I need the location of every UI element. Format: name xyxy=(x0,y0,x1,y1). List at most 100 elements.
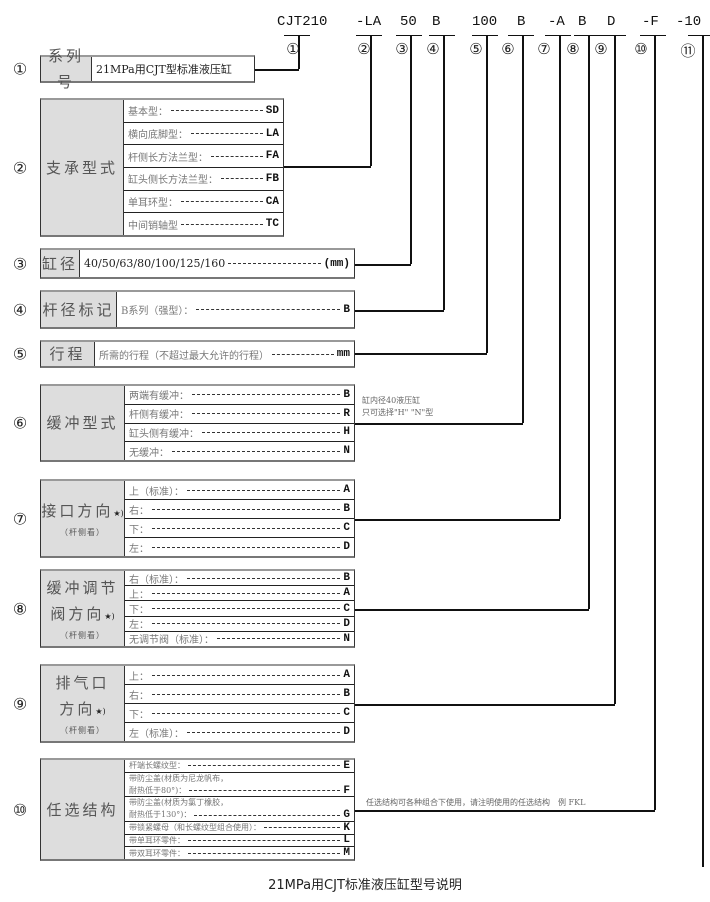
option-label: 上（标准）： xyxy=(129,486,184,498)
dash-leader xyxy=(187,577,341,579)
section-number: ⑦ xyxy=(12,509,28,528)
option-row: 所需的行程（不超过最大允许的行程） mm xyxy=(95,342,354,366)
code-position-number: ⑪ xyxy=(680,42,696,60)
dash-leader xyxy=(202,431,341,433)
option-label: 带双耳环零件： xyxy=(129,848,185,858)
code-underline xyxy=(396,35,422,36)
code-position-number: ② xyxy=(357,40,371,58)
code-position-number: ⑥ xyxy=(501,40,515,58)
option-code: R xyxy=(343,407,350,420)
option-label: 右： xyxy=(129,505,149,517)
option-label: 基本型： xyxy=(128,107,168,119)
dash-leader xyxy=(189,790,341,791)
section-box-2: 支承型式 基本型： SD 横向底脚型： LA 杆侧长方法兰型： FA 缸头侧长方法兰型： FB 单… xyxy=(40,98,284,237)
leader-line-horizontal xyxy=(355,423,523,425)
model-code-segment: -F xyxy=(642,14,659,30)
option-rows: 右（标准）： B 上： A 下： C 左： D 无调节阀（标准）： N xyxy=(125,571,354,646)
option-code: F xyxy=(343,784,350,797)
option-row: 带锁紧螺母（和长螺纹型组合使用）： K xyxy=(125,820,354,834)
dash-leader xyxy=(194,814,341,816)
section-number: ⑥ xyxy=(12,413,28,433)
option-row: 上（标准）： A xyxy=(125,481,354,499)
section-box-5: 行程 所需的行程（不超过最大允许的行程） mm xyxy=(40,340,355,368)
cushion-note-line: 只可选择"H" "N"型 xyxy=(362,408,434,417)
option-code: G xyxy=(343,809,350,821)
section-title-line: 阀方向★) xyxy=(50,605,115,623)
section-box-7: 接口方向★) （杆侧看） 上（标准）： A 右： B 下： C 左： D xyxy=(40,479,355,558)
section-number: ⑨ xyxy=(12,694,28,713)
model-code-segment: -10 xyxy=(676,14,702,30)
option-rows: 所需的行程（不超过最大允许的行程） mm xyxy=(95,342,354,366)
dash-leader xyxy=(188,839,341,841)
option-code: H xyxy=(343,426,350,439)
code-underline xyxy=(472,35,498,36)
model-code-segment: -A xyxy=(548,14,565,30)
option-code: D xyxy=(343,726,350,738)
dash-leader xyxy=(191,133,263,134)
section-title-line: 方向★) xyxy=(59,700,106,718)
option-code: FA xyxy=(265,150,279,163)
model-code-segment: -LA xyxy=(356,14,382,30)
dash-leader xyxy=(188,852,341,854)
dash-leader xyxy=(181,223,263,225)
section-title-line: 杆径标记 xyxy=(42,300,115,319)
option-label: 下： xyxy=(129,605,149,616)
option-rows: 21MPa用CJT型标准液压缸 xyxy=(92,57,254,81)
code-underline xyxy=(284,35,310,36)
option-label: 中间销轴型 xyxy=(128,220,178,232)
model-code-segment: 50 xyxy=(400,14,417,30)
option-code: LA xyxy=(265,127,279,140)
dash-leader xyxy=(152,674,341,676)
section-number: ② xyxy=(12,158,28,177)
section-subtitle: （杆侧看） xyxy=(60,726,105,735)
option-row: 下： C xyxy=(125,600,354,616)
section-title-line: 系列号 xyxy=(47,47,84,91)
option-label: B系列（强型）： xyxy=(121,306,194,317)
leader-line-horizontal xyxy=(355,609,589,611)
option-row: B系列（强型）： B xyxy=(117,292,354,327)
dash-leader xyxy=(196,309,341,310)
section-box-4: 杆径标记 B系列（强型）： B xyxy=(40,290,355,329)
section-number: ⑩ xyxy=(12,800,28,819)
dash-leader xyxy=(152,592,341,594)
model-code-segment: B xyxy=(432,14,441,30)
option-label-two-line: 带防尘盖(材质为氯丁橡胶， 耐热低于130°)： G xyxy=(129,797,350,821)
option-code: N xyxy=(343,445,350,458)
section-label: 接口方向★) （杆侧看） xyxy=(41,481,125,556)
option-row: 右（标准）： B xyxy=(125,571,354,585)
option-code: B xyxy=(343,388,350,401)
leader-line-vertical xyxy=(486,35,488,353)
option-row: 无调节阀（标准）： N xyxy=(125,630,354,646)
section-box-10: 任选结构 杆端长螺纹型： E 带防尘盖(材质为尼龙帆布， 耐热低于80°)： F 带防尘盖(… xyxy=(40,758,355,861)
option-rows: 上（标准）： A 右： B 下： C 左： D xyxy=(125,481,354,556)
option-label: 左： xyxy=(129,543,149,555)
option-code: SD xyxy=(265,104,279,117)
option-label: 上： xyxy=(129,589,149,601)
option-label: 杆侧有缓冲： xyxy=(129,410,189,422)
option-code: C xyxy=(343,602,350,615)
option-row: 下： C xyxy=(125,518,354,537)
option-row: 40/50/63/80/100/125/160 (mm) xyxy=(80,250,354,277)
leader-line-horizontal xyxy=(284,166,371,168)
section-label: 缸径 xyxy=(41,250,80,277)
option-code: FB xyxy=(265,172,279,185)
dash-leader xyxy=(217,638,341,640)
option-label: 21MPa用CJT型标准液压缸 xyxy=(96,63,232,76)
code-underline xyxy=(574,35,600,36)
option-label: 单耳环型： xyxy=(128,198,178,210)
dash-leader xyxy=(152,693,341,695)
section-subtitle: （杆侧看） xyxy=(60,631,105,640)
dash-leader xyxy=(211,155,263,157)
option-rows: B系列（强型）： B xyxy=(117,292,354,327)
option-row: 中间销轴型 TC xyxy=(124,212,283,235)
dash-leader xyxy=(188,765,341,767)
section-box-3: 缸径 40/50/63/80/100/125/160 (mm) xyxy=(40,248,355,279)
dash-leader xyxy=(187,489,341,491)
option-label: 缸头侧长方法兰型： xyxy=(128,175,218,187)
option-row: 单耳环型： CA xyxy=(124,189,283,213)
dash-leader xyxy=(171,110,263,112)
leader-line-vertical xyxy=(443,35,445,310)
code-position-number: ⑩ xyxy=(634,40,648,58)
option-row: 无缓冲： N xyxy=(125,441,354,460)
code-position-number: ⑦ xyxy=(537,40,551,58)
